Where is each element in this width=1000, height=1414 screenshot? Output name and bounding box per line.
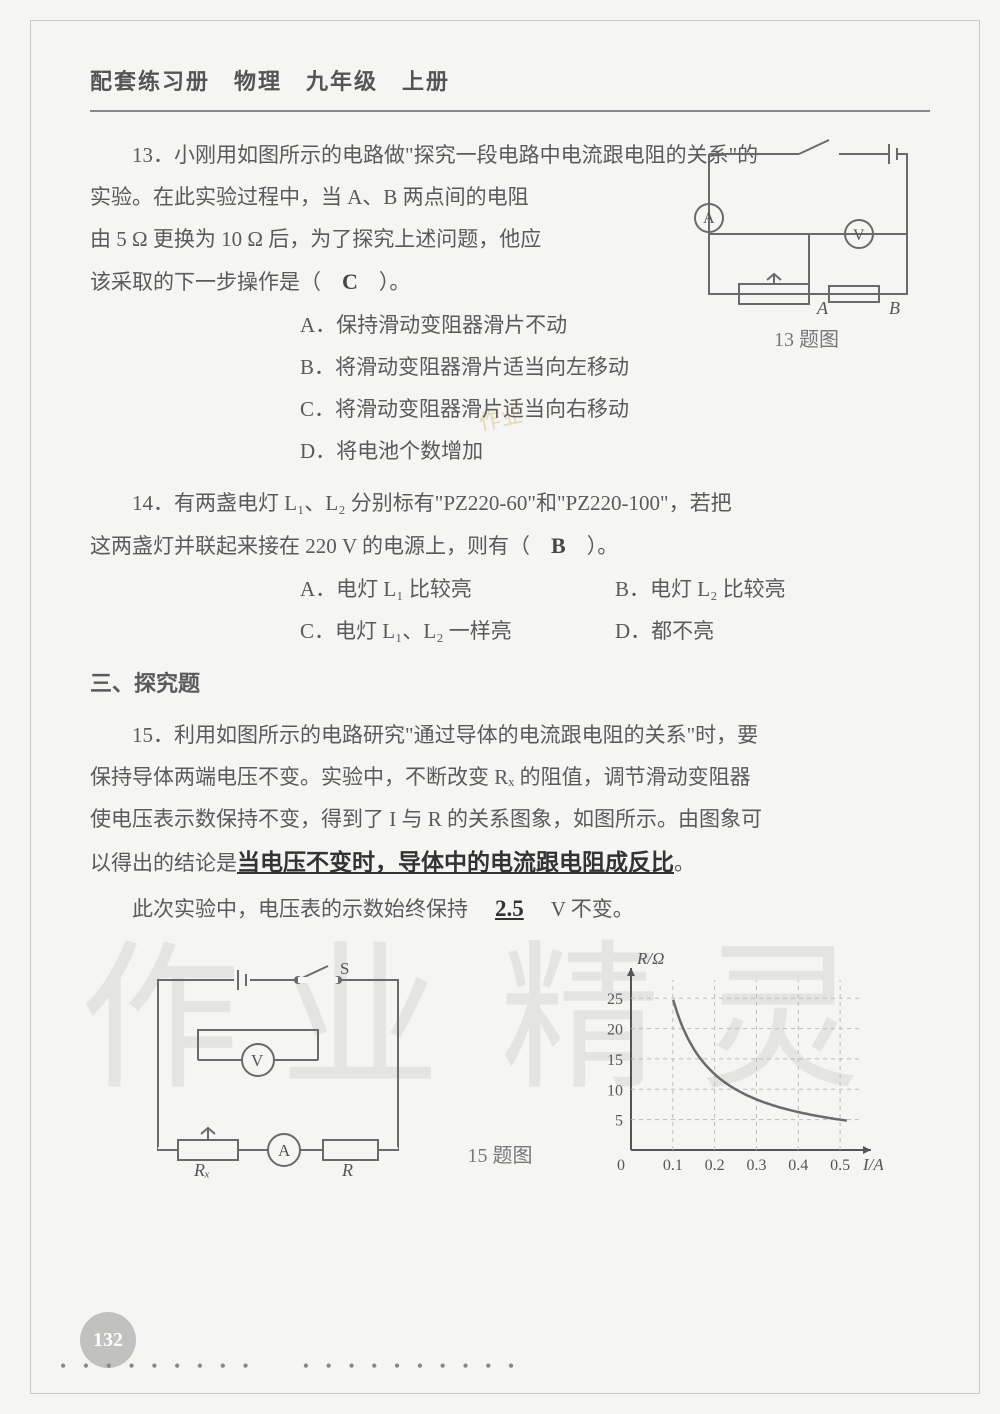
svg-text:0.5: 0.5: [830, 1157, 850, 1174]
q15-answer-conclusion: 当电压不变时，导体中的电流跟电阻成反比: [237, 850, 674, 875]
q15-line4: 以得出的结论是当电压不变时，导体中的电流跟电阻成反比。: [90, 840, 930, 886]
svg-text:B: B: [889, 298, 900, 314]
q15-circuit-svg: V A S Rₓ R: [138, 960, 418, 1180]
q13-line4b: ）。: [358, 270, 411, 294]
svg-text:V: V: [853, 227, 865, 244]
svg-text:A: A: [816, 298, 829, 314]
q14-answer: B: [551, 533, 566, 558]
svg-text:0.1: 0.1: [662, 1157, 682, 1174]
svg-text:I/A: I/A: [862, 1155, 883, 1174]
footer-dots: • • • • • • • • • • • • • • • • • • •: [60, 1348, 520, 1384]
q14-optB: B．电灯 L₂ 比较亮: [615, 568, 930, 610]
question-13: A V A B 13 题图 13．小刚用如图所示的电路做"探究一段电路中电流跟电…: [90, 134, 930, 472]
q15-line5: 此次实验中，电压表的示数始终保持 2.5 V 不变。: [90, 886, 930, 932]
q15-chart-svg: 5 10 15 20 25 0.1 0.2 0.3 0.4 0.5 0 R/Ω I/A: [583, 950, 883, 1180]
svg-text:S: S: [340, 960, 349, 978]
q15-figures: V A S Rₓ R 15 题图 5 10 15 20 25 0.1 0.2 0.3 0.4 0.…: [90, 950, 930, 1180]
svg-text:0.2: 0.2: [704, 1157, 724, 1174]
svg-text:0: 0: [617, 1157, 625, 1174]
q13-answer: C: [342, 269, 358, 294]
q15-line3: 使电压表示数保持不变，得到了 I 与 R 的关系图象，如图所示。由图象可: [90, 798, 930, 840]
svg-text:A: A: [703, 210, 715, 227]
q15-caption: 15 题图: [468, 1136, 533, 1176]
q14-optC: C．电灯 L₁、L₂ 一样亮: [300, 610, 615, 652]
q15-line2: 保持导体两端电压不变。实验中，不断改变 Rₓ 的阻值，调节滑动变阻器: [90, 756, 930, 798]
q15-figure-caption-wrapper: 15 题图: [468, 1130, 533, 1180]
svg-text:A: A: [278, 1141, 291, 1160]
q13-optD: D．将电池个数增加: [300, 430, 930, 472]
q14-optA: A．电灯 L₁ 比较亮: [300, 568, 615, 610]
q15-line5a: 此次实验中，电压表的示数始终保持: [132, 897, 489, 921]
q13-line4a: 该采取的下一步操作是（: [90, 270, 342, 294]
section-3-title: 三、探究题: [90, 662, 930, 706]
svg-text:Rₓ: Rₓ: [193, 1160, 210, 1180]
q13-optC: C．将滑动变阻器滑片适当向右移动: [300, 388, 930, 430]
q14-line2a: 这两盏灯并联起来接在 220 V 的电源上，则有（: [90, 534, 551, 558]
q13-figure: A V A B 13 题图: [689, 134, 924, 360]
q14-line2b: ）。: [566, 534, 619, 558]
q13-caption: 13 题图: [689, 320, 924, 360]
q15-line4a: 以得出的结论是: [90, 851, 237, 875]
q14-optD: D．都不亮: [615, 610, 930, 652]
svg-text:V: V: [251, 1051, 264, 1070]
svg-text:0.3: 0.3: [746, 1157, 766, 1174]
q14-line1: 14．有两盏电灯 L₁、L₂ 分别标有"PZ220-60"和"PZ220-100…: [90, 482, 930, 524]
q14-line2: 这两盏灯并联起来接在 220 V 的电源上，则有（ B ）。: [90, 524, 930, 568]
svg-text:10: 10: [607, 1082, 623, 1099]
q15-line5b: V 不变。: [530, 897, 634, 921]
q13-line3: 由 5 Ω 更换为 10 Ω 后，为了探究上述问题，他应: [90, 218, 670, 260]
q15-line4b: 。: [674, 851, 695, 875]
page-header: 配套练习册 物理 九年级 上册: [90, 60, 930, 112]
q15-line1: 15．利用如图所示的电路研究"通过导体的电流跟电阻的关系"时，要: [90, 714, 930, 756]
q15-answer-voltage: 2.5: [489, 896, 530, 921]
svg-text:20: 20: [607, 1022, 623, 1039]
svg-text:R: R: [341, 1160, 353, 1180]
svg-text:0.4: 0.4: [788, 1157, 808, 1174]
q13-line2: 实验。在此实验过程中，当 A、B 两点间的电阻: [90, 176, 670, 218]
svg-text:5: 5: [615, 1113, 623, 1130]
q13-line4: 该采取的下一步操作是（ C ）。: [90, 260, 670, 304]
svg-text:15: 15: [607, 1052, 623, 1069]
svg-text:25: 25: [607, 991, 623, 1008]
svg-text:R/Ω: R/Ω: [636, 950, 664, 968]
question-15: 15．利用如图所示的电路研究"通过导体的电流跟电阻的关系"时，要 保持导体两端电…: [90, 714, 930, 1180]
question-14: 14．有两盏电灯 L₁、L₂ 分别标有"PZ220-60"和"PZ220-100…: [90, 482, 930, 652]
q13-circuit-svg: A V A B: [689, 134, 919, 314]
